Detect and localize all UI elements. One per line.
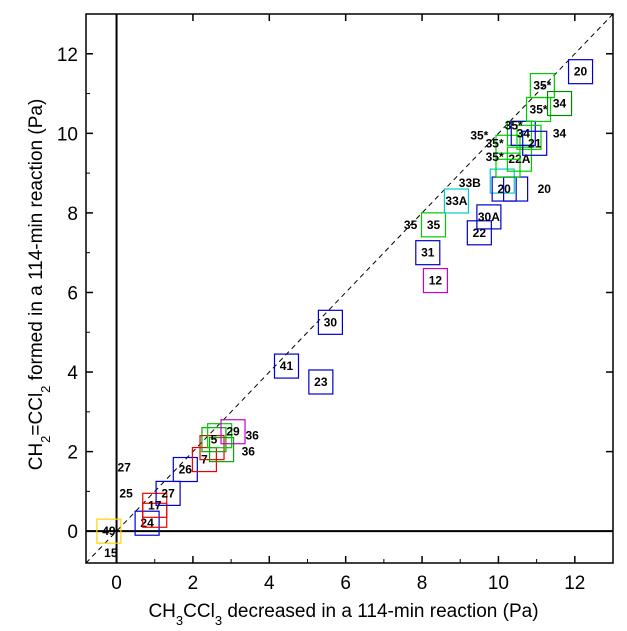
y-tick-label: 0 (67, 522, 78, 543)
x-tick-label: 8 (417, 573, 428, 594)
data-point-box (420, 212, 447, 238)
data-point-label: 17 (148, 498, 162, 512)
data-point-label: 29 (226, 425, 240, 439)
data-point-box (273, 353, 300, 379)
data-point-label: 27 (161, 486, 175, 500)
annotation-label: 33B (459, 176, 481, 190)
data-point-box (516, 124, 542, 150)
data-point-label: 21 (528, 136, 542, 150)
annotation-label: 27 (118, 461, 132, 475)
data-point-label: 12 (429, 274, 443, 288)
data-point-label: 34 (553, 97, 567, 111)
data-point-label: 41 (280, 359, 294, 373)
data-point-box (134, 510, 160, 536)
annotation-label: 35* (470, 128, 488, 142)
x-tick-label: 4 (264, 573, 275, 594)
y-axis-title: CH2=CCl2 formed in a 114-min reaction (P… (26, 99, 53, 471)
data-point-box (201, 427, 227, 453)
data-point-box (308, 369, 334, 395)
reference-dashed-line (86, 14, 613, 563)
annotation-label: 36 (245, 429, 259, 443)
x-tick-label: 2 (188, 573, 199, 594)
data-point-box (207, 423, 233, 449)
data-point-label: 26 (179, 463, 193, 477)
data-point-label: 31 (421, 246, 435, 260)
data-point-label: 35 (427, 218, 441, 232)
data-point-label: 35* (533, 79, 551, 93)
data-point-label: 49 (102, 524, 116, 538)
data-point-label: 30A (478, 210, 500, 224)
data-point-label: 35* (530, 102, 548, 116)
data-point-box (96, 518, 122, 544)
annotation-label: 25 (119, 486, 133, 500)
data-point-box (155, 480, 181, 506)
data-point-box (476, 204, 502, 230)
x-tick-label: 0 (111, 573, 122, 594)
annotation-label: 35 (404, 218, 418, 232)
data-point-label: 20 (574, 65, 588, 79)
data-point-box (317, 309, 344, 335)
annotation-label: 15 (104, 546, 118, 560)
data-point-box (529, 73, 555, 99)
data-point-box (415, 240, 441, 266)
data-point-box (522, 130, 548, 156)
annotation-label: 35* (505, 118, 523, 132)
data-point-box (172, 456, 198, 483)
x-axis-title: CH3CCl3 decreased in a 114-min reaction … (148, 601, 538, 628)
y-tick-label: 10 (57, 124, 78, 145)
annotation-label: 20 (538, 182, 552, 196)
y-tick-label: 2 (67, 443, 78, 464)
annotation-label: 36 (242, 445, 256, 459)
data-point-box (466, 220, 492, 246)
y-tick-label: 6 (67, 283, 78, 304)
y-tick-label: 12 (57, 45, 78, 66)
data-point-box (422, 267, 449, 294)
data-point-label: 5 (211, 433, 218, 447)
data-point-label: 30 (324, 315, 338, 329)
plot-frame (85, 13, 614, 564)
data-point-label: 34 (517, 126, 531, 140)
data-point-box (489, 168, 515, 194)
annotation-label: 35* (486, 136, 504, 150)
data-point-label: 20 (497, 182, 511, 196)
data-point-box (443, 188, 470, 214)
x-tick-label: 6 (340, 573, 351, 594)
annotation-label: 35* (486, 150, 504, 164)
x-tick-label: 12 (564, 573, 585, 594)
data-point-box (546, 90, 573, 117)
data-point-box (567, 59, 594, 85)
annotation-label: 34 (553, 126, 567, 140)
y-tick-label: 8 (67, 204, 78, 225)
x-tick-label: 10 (488, 573, 509, 594)
data-point-label: 33A (445, 194, 467, 208)
data-point-label: 23 (314, 375, 328, 389)
y-tick-label: 4 (67, 363, 78, 384)
data-point-box (220, 419, 246, 445)
data-point-label: 22 (473, 226, 487, 240)
